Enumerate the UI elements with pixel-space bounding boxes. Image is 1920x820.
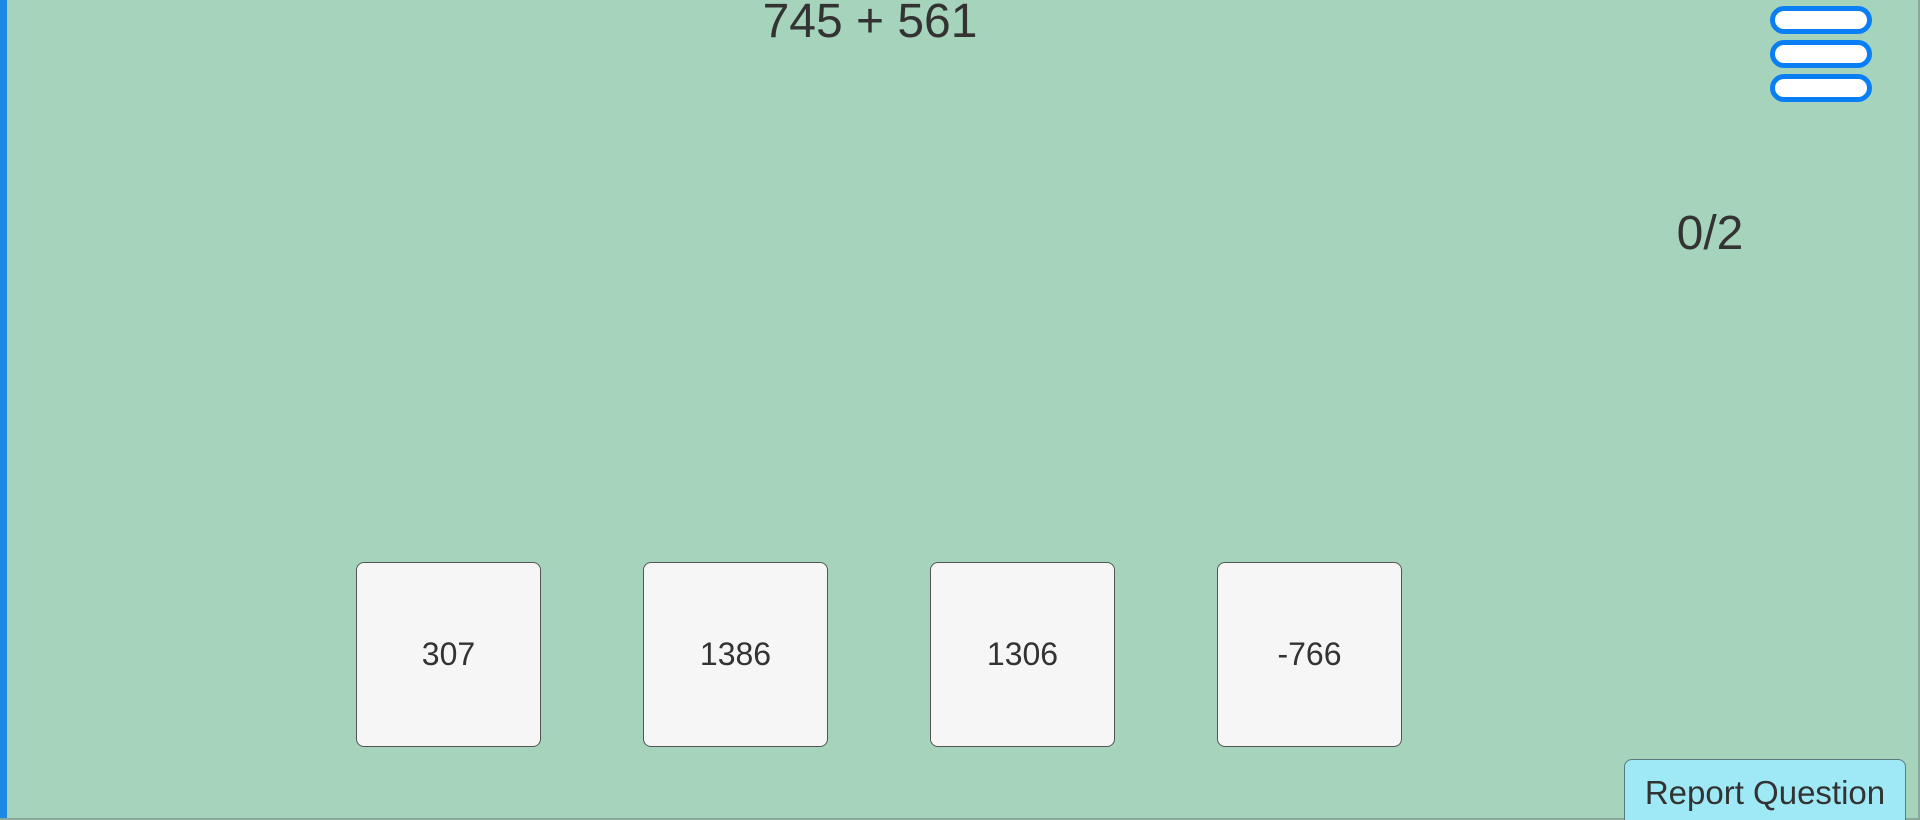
answer-button-3[interactable]: 1306 [930, 562, 1115, 747]
answer-options: 307 1386 1306 -766 [356, 562, 1406, 750]
menu-bar-bottom [1770, 74, 1872, 102]
menu-bar-top [1770, 6, 1872, 34]
score-counter: 0/2 [1676, 207, 1744, 260]
report-question-button[interactable]: Report Question [1624, 759, 1906, 820]
right-border [1918, 0, 1920, 820]
answer-button-1[interactable]: 307 [356, 562, 541, 747]
menu-bar-middle [1770, 40, 1872, 68]
hamburger-menu-icon[interactable] [1770, 6, 1872, 102]
bottom-border [0, 818, 1920, 820]
question-text: 745 + 561 [762, 0, 978, 48]
left-border [0, 0, 7, 820]
answer-button-2[interactable]: 1386 [643, 562, 828, 747]
answer-button-4[interactable]: -766 [1217, 562, 1402, 747]
